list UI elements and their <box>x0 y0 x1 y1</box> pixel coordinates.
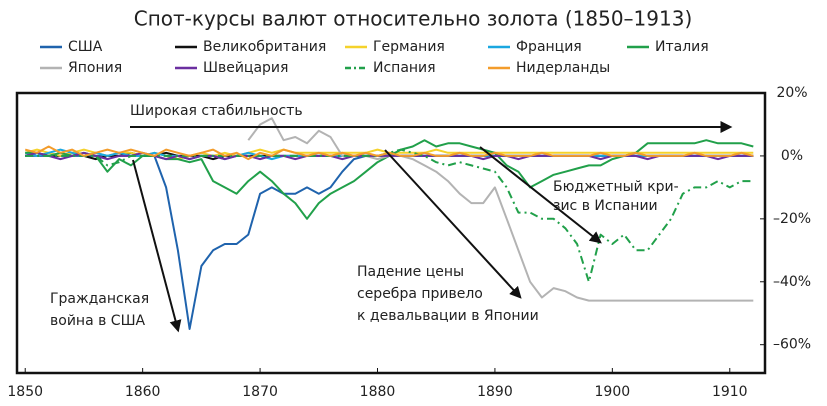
series-line <box>247 117 754 302</box>
x-tick-label: 1880 <box>360 384 396 400</box>
series-line <box>25 148 754 283</box>
annotation: Бюджетный кри- <box>553 179 679 195</box>
x-tick-label: 1910 <box>712 384 748 400</box>
y-tick-label: –60% <box>773 337 811 353</box>
annotation: зис в Испании <box>553 198 658 214</box>
legend-label: Швейцария <box>203 60 288 76</box>
y-tick-label: –40% <box>773 274 811 290</box>
x-tick-label: 1900 <box>595 384 631 400</box>
x-tick-label: 1860 <box>125 384 161 400</box>
legend-label: Великобритания <box>203 39 326 55</box>
plot-frame <box>15 91 767 375</box>
annotation: война в США <box>50 313 146 329</box>
annotation: Широкая стабильность <box>130 103 303 119</box>
annotation: Гражданская <box>50 291 149 307</box>
y-tick-label: 0% <box>781 148 803 164</box>
y-tick-label: 20% <box>776 85 807 101</box>
legend-label: Нидерланды <box>516 60 610 76</box>
y-tick-label: –20% <box>773 211 811 227</box>
x-tick-label: 1890 <box>477 384 513 400</box>
legend-label: Германия <box>373 39 445 55</box>
annotation: серебра привело <box>357 286 483 302</box>
legend-label: Франция <box>516 39 582 55</box>
x-tick-label: 1870 <box>242 384 278 400</box>
chart-title: Спот-курсы валют относительно золота (18… <box>134 7 693 31</box>
arrow <box>132 159 182 333</box>
arrow <box>384 149 522 299</box>
legend-label: Япония <box>68 60 122 76</box>
series-line <box>24 145 754 161</box>
arrows <box>130 121 733 333</box>
annotation: Падение цены <box>357 264 464 280</box>
legend-label: Италия <box>655 39 709 55</box>
annotation: к девальвации в Японии <box>357 308 539 324</box>
legend-label: США <box>68 39 103 55</box>
x-tick-label: 1850 <box>7 384 43 400</box>
arrow <box>479 146 602 244</box>
legend-label: Испания <box>373 60 436 76</box>
